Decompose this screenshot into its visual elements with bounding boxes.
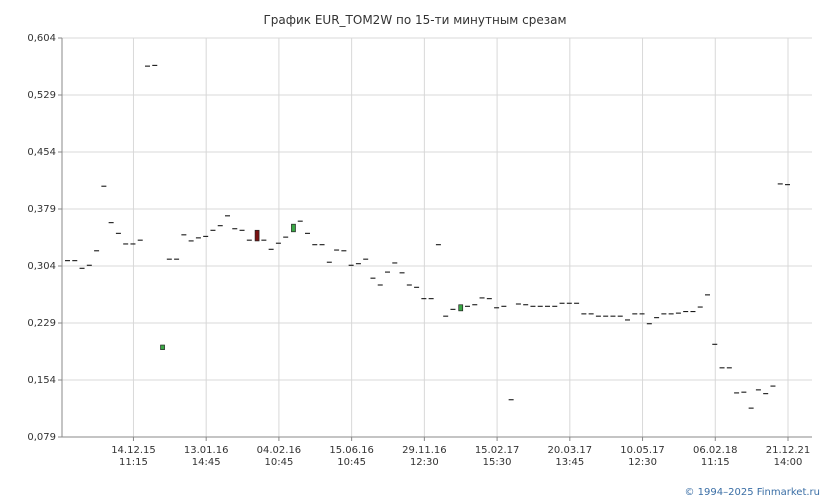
candle bbox=[254, 229, 260, 242]
x-tick-label: 06.02.18 11:15 bbox=[693, 445, 738, 468]
y-tick-label: 0,529 bbox=[27, 90, 56, 101]
y-tick-label: 0,304 bbox=[27, 261, 56, 272]
y-tick-label: 0,079 bbox=[27, 432, 56, 443]
x-tick-label: 20.03.17 13:45 bbox=[548, 445, 593, 468]
footer: © 1994–2025 Finmarket.ru bbox=[684, 487, 820, 498]
y-tick-label: 0,454 bbox=[27, 147, 56, 158]
x-tick-label: 10.05.17 12:30 bbox=[620, 445, 665, 468]
y-tick-label: 0,604 bbox=[27, 33, 56, 44]
x-tick-label: 15.02.17 15:30 bbox=[475, 445, 520, 468]
y-tick-label: 0,379 bbox=[27, 204, 56, 215]
y-tick-label: 0,229 bbox=[27, 318, 56, 329]
candle bbox=[291, 223, 296, 233]
x-tick-label: 14.12.15 11:15 bbox=[111, 445, 156, 468]
candle bbox=[160, 344, 165, 350]
x-tick-label: 04.02.16 10:45 bbox=[257, 445, 302, 468]
x-tick-label: 21.12.21 14:00 bbox=[766, 445, 811, 468]
x-tick-label: 29.11.16 12:30 bbox=[402, 445, 447, 468]
chart-title: График EUR_TOM2W по 15-ти минутным среза… bbox=[263, 13, 566, 27]
x-tick-label: 15.06.16 10:45 bbox=[329, 445, 374, 468]
x-tick-label: 13.01.16 14:45 bbox=[184, 445, 229, 468]
y-tick-label: 0,154 bbox=[27, 375, 56, 386]
candle bbox=[458, 304, 464, 312]
